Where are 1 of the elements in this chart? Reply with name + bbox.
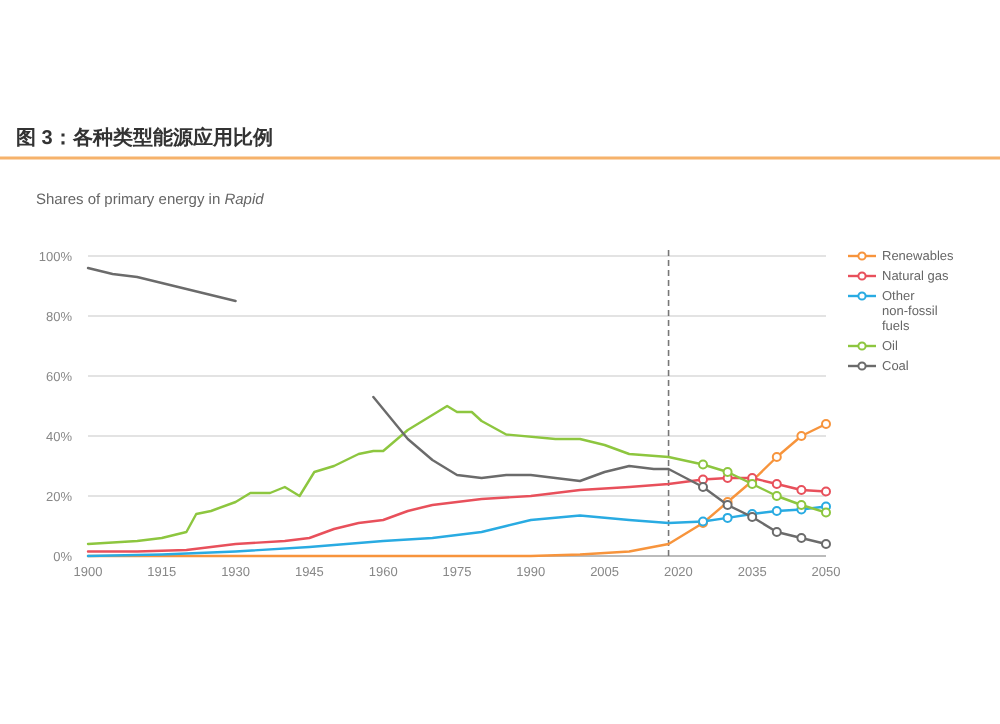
chart-title: 图 3：各种类型能源应用比例 — [16, 126, 273, 150]
